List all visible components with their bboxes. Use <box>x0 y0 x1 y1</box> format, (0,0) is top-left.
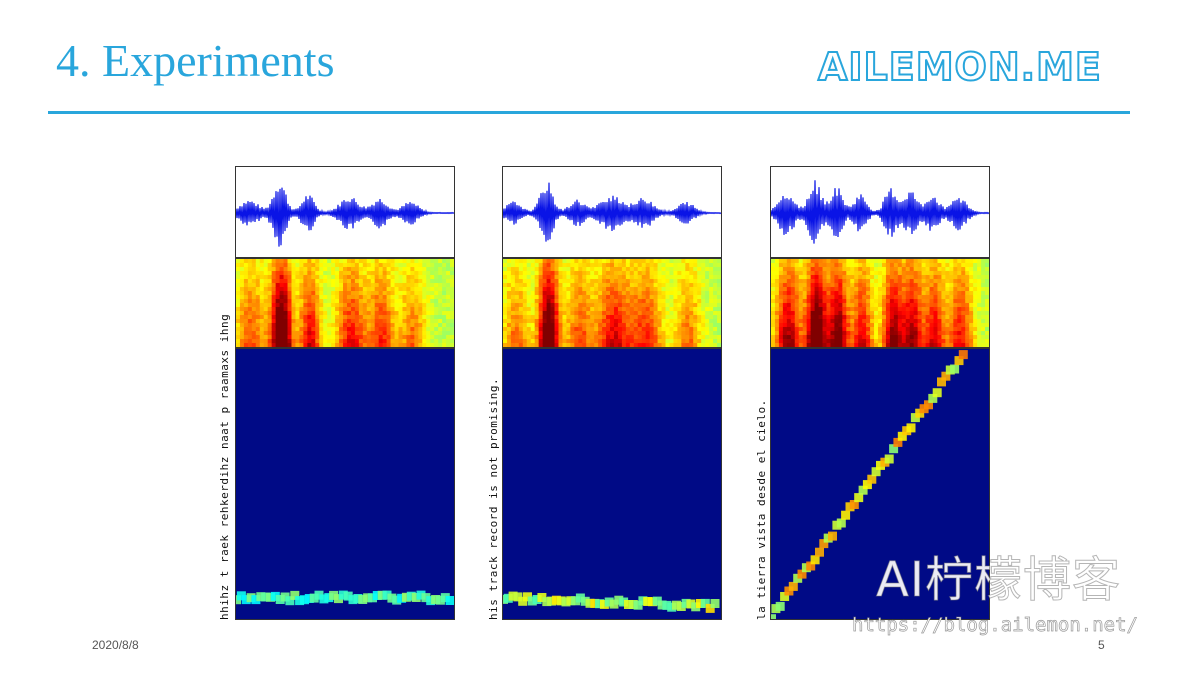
figure-panel <box>235 166 455 620</box>
spectrogram-plot <box>770 258 990 348</box>
waveform-plot <box>235 166 455 258</box>
waveform-plot <box>770 166 990 258</box>
spectrogram-plot <box>502 258 722 348</box>
spectrogram-plot <box>235 258 455 348</box>
alignment-figure: hhihz t raek rehkerdihz naat p raamaxs i… <box>215 166 1000 626</box>
attention-alignment-plot <box>235 348 455 620</box>
watermark-url: https://blog.ailemon.net/ <box>852 614 1139 636</box>
page-number: 5 <box>1098 638 1105 652</box>
figure-panel <box>502 166 722 620</box>
panel-transcript-label: his track record is not promising. <box>487 377 500 620</box>
slide-date: 2020/8/8 <box>92 638 139 652</box>
slide-title: 4. Experiments <box>56 35 335 86</box>
panel-transcript-label: hhihz t raek rehkerdihz naat p raamaxs i… <box>218 313 231 620</box>
brand-logo: AILEMON.ME <box>817 45 1102 89</box>
watermark-text: AI柠檬博客 <box>876 552 1121 608</box>
title-divider <box>48 111 1130 114</box>
attention-alignment-plot <box>770 348 990 620</box>
figure-panel <box>770 166 990 620</box>
attention-alignment-plot <box>502 348 722 620</box>
waveform-plot <box>502 166 722 258</box>
panel-transcript-label: la tierra vista desde el cielo. <box>755 399 768 620</box>
